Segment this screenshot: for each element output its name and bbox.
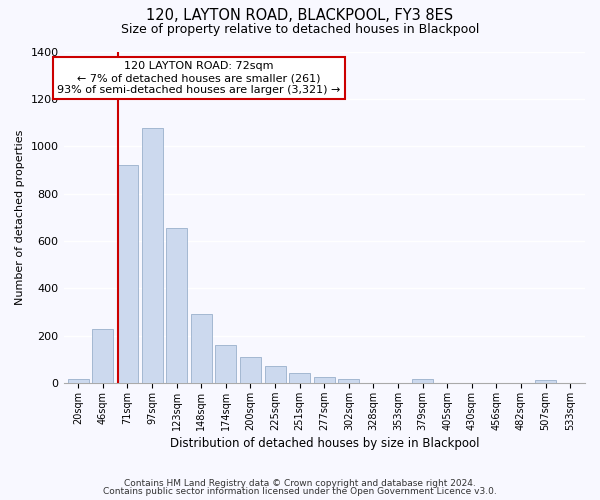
Bar [166, 228, 187, 383]
X-axis label: Distribution of detached houses by size in Blackpool: Distribution of detached houses by size … [170, 437, 479, 450]
Bar [142, 128, 163, 383]
Bar [117, 165, 138, 383]
Bar [289, 373, 310, 383]
Bar [215, 345, 236, 383]
Text: 120 LAYTON ROAD: 72sqm
← 7% of detached houses are smaller (261)
93% of semi-det: 120 LAYTON ROAD: 72sqm ← 7% of detached … [58, 62, 341, 94]
Bar [338, 378, 359, 383]
Bar [535, 380, 556, 383]
Bar [265, 366, 286, 383]
Bar [68, 380, 89, 383]
Text: Contains public sector information licensed under the Open Government Licence v3: Contains public sector information licen… [103, 487, 497, 496]
Text: 120, LAYTON ROAD, BLACKPOOL, FY3 8ES: 120, LAYTON ROAD, BLACKPOOL, FY3 8ES [146, 8, 454, 22]
Text: Contains HM Land Registry data © Crown copyright and database right 2024.: Contains HM Land Registry data © Crown c… [124, 478, 476, 488]
Y-axis label: Number of detached properties: Number of detached properties [15, 130, 25, 305]
Bar [240, 358, 261, 383]
Text: Size of property relative to detached houses in Blackpool: Size of property relative to detached ho… [121, 22, 479, 36]
Bar [314, 377, 335, 383]
Bar [92, 329, 113, 383]
Bar [412, 378, 433, 383]
Bar [191, 314, 212, 383]
